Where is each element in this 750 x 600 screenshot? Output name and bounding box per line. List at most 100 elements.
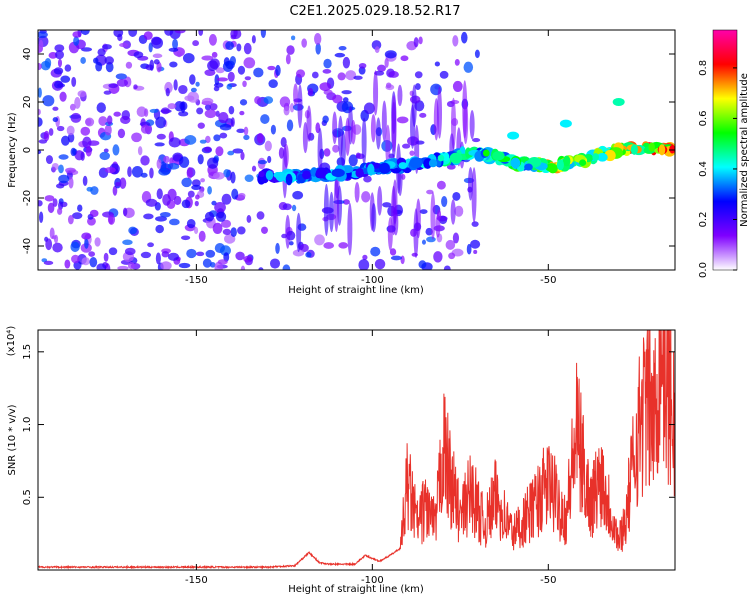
noise-blob [201, 97, 214, 105]
noise-blob [122, 239, 133, 246]
x-tick-label: -50 [540, 575, 556, 586]
figure-title: C2E1.2025.029.18.52.R17 [289, 4, 460, 19]
noise-blob [58, 154, 69, 160]
noise-blob [246, 215, 252, 223]
snr-frame [37, 329, 676, 571]
noise-blob [231, 188, 239, 200]
noise-blob [192, 40, 200, 47]
signal-track-blob [547, 163, 558, 174]
noise-streak [338, 115, 344, 158]
noise-blob [143, 31, 153, 40]
noise-blob [270, 124, 276, 135]
noise-blob [119, 177, 127, 189]
spectrogram-axes: -150 -100 -50 -40 -20 0 20 40 [22, 30, 675, 286]
noise-blob [147, 242, 154, 248]
x-tick-label: -150 [185, 275, 208, 286]
noise-blob [48, 128, 54, 136]
noise-blob [113, 30, 124, 38]
noise-blob [237, 226, 246, 235]
spectrogram-panel: -150 -100 -50 -40 -20 0 20 40 Height of straigh… [7, 29, 676, 296]
noise-blob [275, 64, 281, 77]
noise-blob [201, 55, 214, 61]
noise-blob [204, 146, 212, 153]
noise-streak [469, 110, 475, 140]
signal-track-blob [301, 170, 311, 180]
noise-blob [218, 111, 229, 124]
noise-blob [161, 251, 170, 258]
noise-blob [197, 122, 205, 129]
noise-blob [174, 30, 186, 34]
noise-blob [153, 59, 160, 65]
x-tick-label: -100 [361, 275, 384, 286]
noise-blob [332, 144, 340, 153]
noise-streak [285, 214, 291, 249]
noise-blob [70, 241, 80, 253]
signal-track-blob [258, 170, 265, 178]
noise-blob [230, 171, 236, 184]
noise-blob [52, 106, 59, 111]
noise-blob [45, 238, 53, 251]
noise-blob [338, 242, 349, 249]
noise-blob [452, 232, 460, 244]
noise-blob [332, 94, 343, 104]
noise-blob [256, 211, 265, 220]
noise-blob [288, 241, 294, 246]
signal-track-blob [367, 163, 375, 176]
noise-blob [186, 248, 197, 259]
noise-blob [362, 254, 368, 260]
noise-blob [43, 130, 50, 142]
noise-blob [243, 255, 253, 263]
signal-track-blob [669, 144, 675, 154]
noise-blob [152, 53, 163, 59]
noise-blob [243, 134, 250, 141]
colorbar-tick-label: 0.8 [698, 60, 709, 76]
noise-streak [377, 185, 383, 216]
signal-track-blob [658, 144, 666, 156]
noise-blob [47, 202, 55, 214]
noise-blob [441, 196, 448, 208]
noise-streak [332, 111, 338, 145]
noise-blob [84, 238, 89, 249]
noise-blob [209, 103, 218, 111]
noise-blob [254, 96, 262, 105]
noise-blob [85, 117, 95, 127]
noise-blob [38, 117, 43, 127]
noise-blob [227, 150, 235, 156]
signal-track-blob [596, 152, 608, 162]
noise-blob [443, 265, 451, 270]
noise-blob [215, 146, 224, 157]
signal-track-blob [379, 162, 390, 174]
noise-blob [167, 252, 179, 261]
noise-blob [267, 65, 276, 71]
noise-blob [409, 150, 415, 156]
noise-blob [311, 71, 319, 79]
colorbar-gradient [712, 29, 738, 271]
noise-blob [156, 188, 163, 200]
noise-blob [389, 248, 397, 256]
noise-blob [363, 102, 375, 115]
noise-blob [292, 249, 305, 257]
noise-blob [219, 245, 231, 256]
noise-blob [426, 189, 434, 195]
noise-blob [240, 151, 245, 161]
noise-blob [222, 61, 234, 73]
noise-blob [338, 45, 347, 51]
noise-blob [160, 107, 170, 115]
noise-blob [322, 115, 329, 124]
noise-blob [295, 69, 306, 78]
noise-blob [216, 77, 229, 82]
noise-blob [207, 186, 212, 195]
noise-blob [38, 62, 42, 71]
signal-track-blob [331, 168, 345, 178]
noise-blob [52, 198, 58, 207]
snr-panel: -150 -100 -50 0.5 1.0 1.5 (x10⁴) Height of st… [6, 326, 676, 595]
noise-blob [103, 252, 109, 262]
noise-blob [72, 31, 82, 38]
noise-blob [269, 258, 281, 269]
noise-blob [103, 90, 112, 95]
noise-streak [391, 95, 397, 152]
noise-blob [89, 256, 98, 268]
noise-blob [57, 207, 63, 215]
noise-streak [437, 86, 443, 139]
